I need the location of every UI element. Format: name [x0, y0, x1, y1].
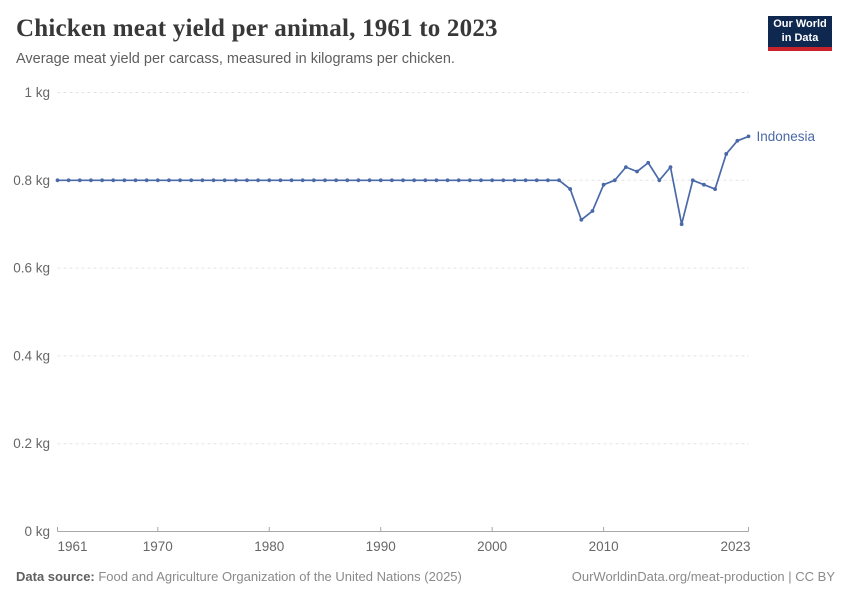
page-subtitle: Average meat yield per carcass, measured… [16, 51, 455, 67]
data-source-note: Data source: Food and Agriculture Organi… [16, 569, 462, 584]
svg-text:1980: 1980 [254, 539, 284, 554]
data-source-label: Data source: [16, 569, 95, 584]
owid-logo[interactable]: Our World in Data [768, 16, 832, 51]
svg-text:0 kg: 0 kg [24, 524, 50, 539]
svg-text:1970: 1970 [143, 539, 173, 554]
series-end-label[interactable]: Indonesia [757, 129, 816, 144]
svg-text:0.8 kg: 0.8 kg [13, 173, 50, 188]
svg-text:2000: 2000 [477, 539, 507, 554]
svg-text:2023: 2023 [720, 539, 750, 554]
series-markers[interactable] [55, 134, 751, 227]
data-source-text: Food and Agriculture Organization of the… [94, 569, 462, 584]
x-axis [57, 527, 749, 532]
svg-text:1990: 1990 [366, 539, 396, 554]
svg-text:1961: 1961 [58, 539, 88, 554]
svg-text:1 kg: 1 kg [24, 85, 50, 100]
svg-text:0.4 kg: 0.4 kg [13, 348, 50, 363]
gridlines [57, 92, 749, 445]
x-axis-labels: 1961 1970 1980 1990 2000 2010 2023 [58, 539, 751, 554]
svg-text:2010: 2010 [589, 539, 619, 554]
svg-text:0.6 kg: 0.6 kg [13, 261, 50, 276]
owid-url-license[interactable]: OurWorldinData.org/meat-production | CC … [571, 569, 835, 584]
owid-logo-text: Our World in Data [773, 17, 827, 44]
svg-text:0.2 kg: 0.2 kg [13, 436, 50, 451]
y-axis-labels: 0 kg 0.2 kg 0.4 kg 0.6 kg 0.8 kg 1 kg [13, 85, 50, 539]
page-title: Chicken meat yield per animal, 1961 to 2… [16, 15, 498, 42]
